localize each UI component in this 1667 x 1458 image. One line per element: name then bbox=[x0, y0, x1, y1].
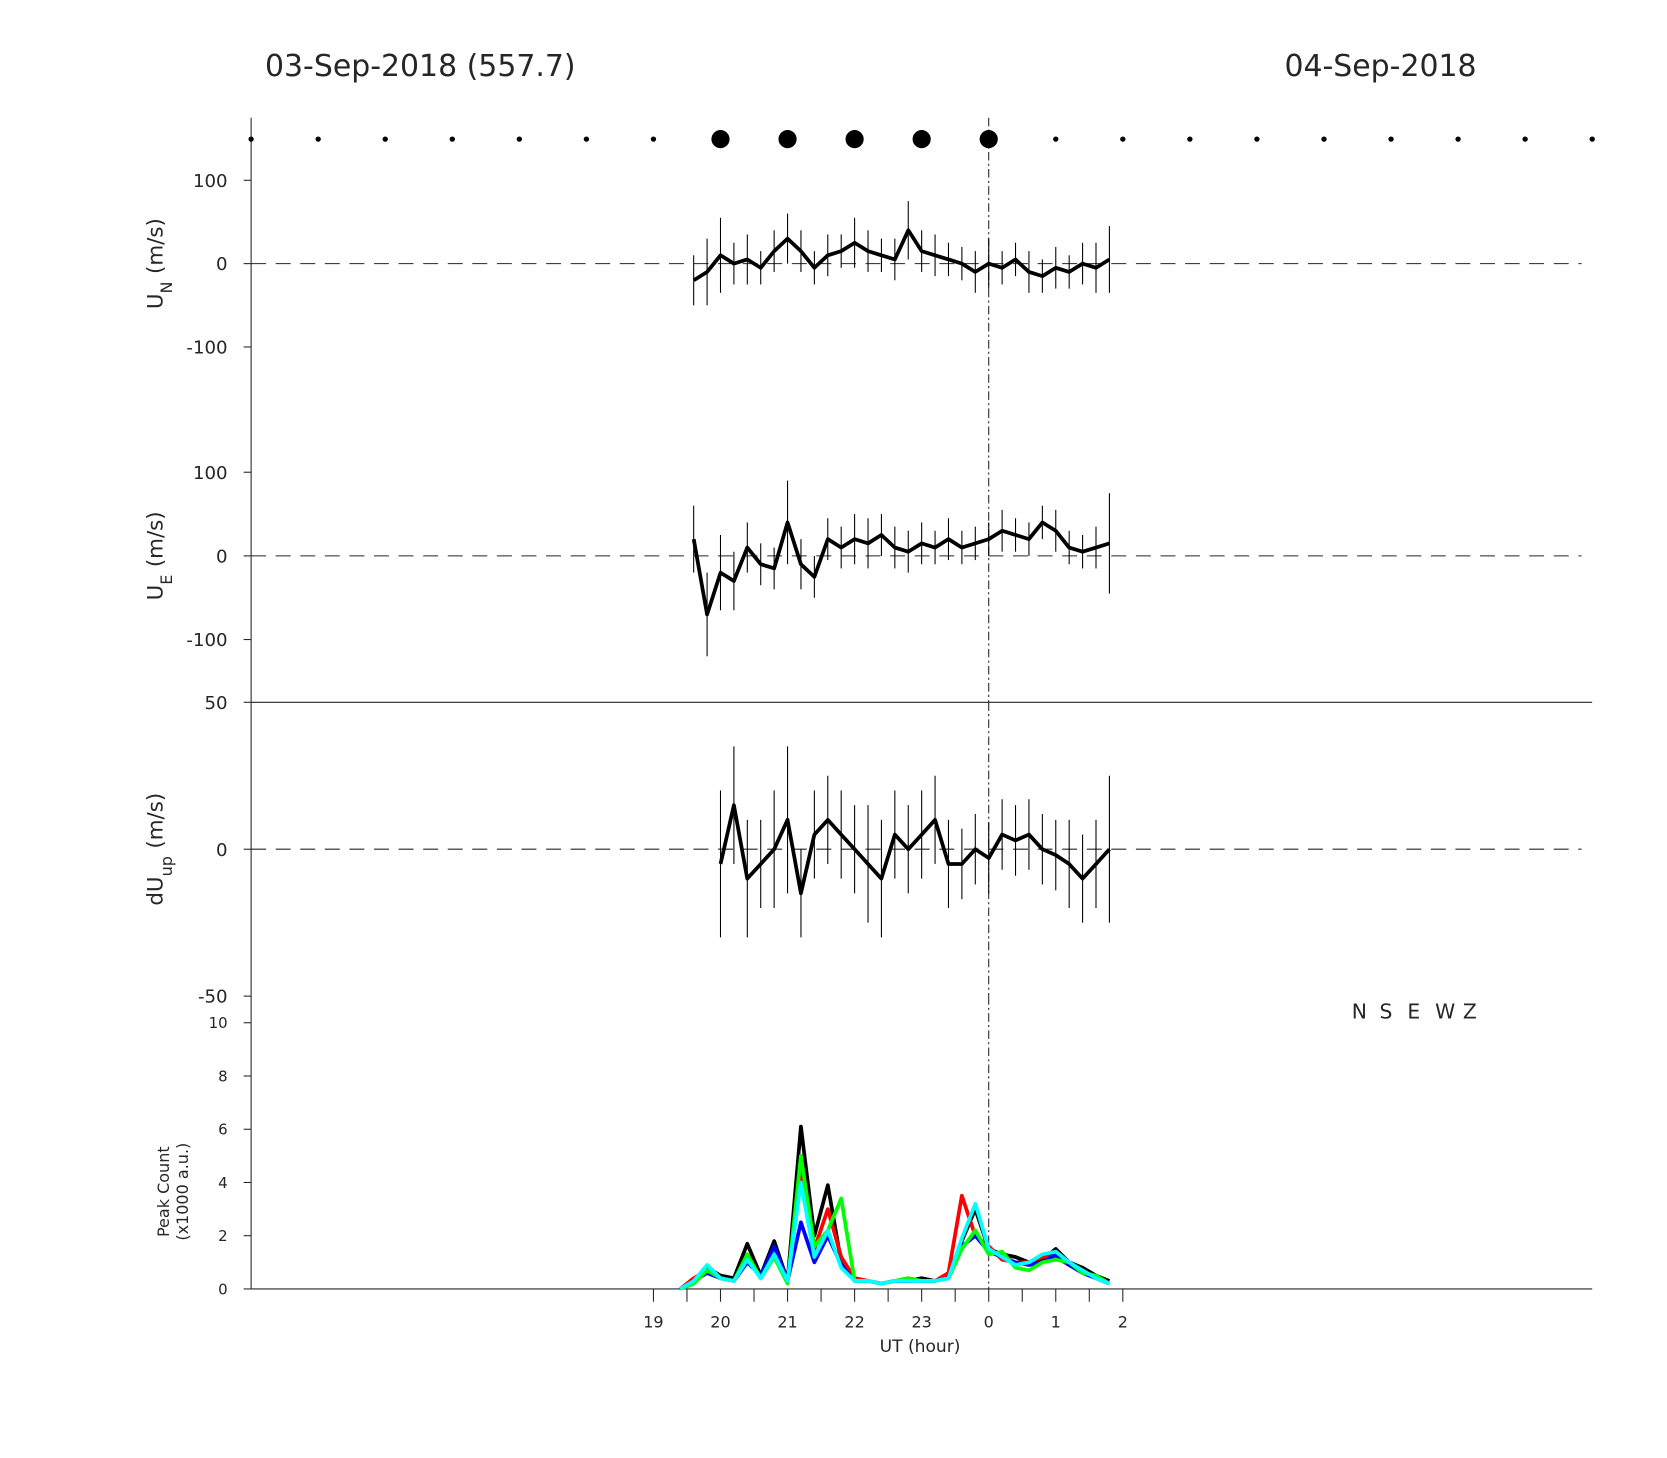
hour-dot bbox=[516, 136, 523, 142]
x-tick-label: 20 bbox=[710, 1312, 730, 1331]
hour-dot-large bbox=[912, 130, 931, 149]
y-label-unit: (m/s) bbox=[143, 511, 168, 567]
hour-dot bbox=[1388, 136, 1394, 142]
hour-dot-large bbox=[711, 130, 730, 149]
y-tick-label: 0 bbox=[216, 840, 228, 861]
legend-entry: Z bbox=[1463, 1000, 1477, 1024]
hour-dot bbox=[1455, 136, 1461, 142]
y-label-sub: N bbox=[157, 281, 176, 293]
x-tick-label: 21 bbox=[777, 1312, 797, 1331]
hour-dot bbox=[1053, 136, 1059, 142]
y-tick-label: 50 bbox=[205, 693, 228, 714]
hour-dot bbox=[1120, 136, 1126, 142]
y-tick-label: 4 bbox=[218, 1174, 228, 1192]
hour-dot bbox=[248, 136, 254, 142]
hour-dot bbox=[1589, 136, 1595, 142]
hour-dot-large bbox=[845, 130, 864, 149]
hour-dot bbox=[583, 136, 590, 142]
y-tick-label: 0 bbox=[218, 1280, 228, 1298]
hour-dot bbox=[1254, 136, 1260, 142]
legend-entry: E bbox=[1407, 1000, 1420, 1024]
x-tick-label: 19 bbox=[643, 1312, 663, 1331]
y-axis-label: Peak Count bbox=[154, 1146, 173, 1237]
y-label-unit: (m/s) bbox=[143, 218, 168, 274]
data-line bbox=[679, 1180, 1111, 1291]
y-tick-label: -100 bbox=[186, 338, 227, 359]
x-tick-label: 0 bbox=[984, 1312, 994, 1331]
y-tick-label: 0 bbox=[216, 546, 228, 567]
data-line bbox=[692, 228, 1111, 282]
y-tick-label: -50 bbox=[198, 987, 228, 1008]
x-tick-label: 1 bbox=[1051, 1312, 1061, 1331]
data-line bbox=[718, 803, 1111, 896]
y-tick-label: 2 bbox=[218, 1227, 228, 1245]
y-tick-label: 6 bbox=[218, 1121, 228, 1139]
data-line bbox=[691, 520, 1110, 617]
y-tick-label: -100 bbox=[186, 630, 227, 651]
y-axis-label: dUup (m/s) bbox=[143, 793, 176, 906]
hour-dot bbox=[1522, 136, 1528, 142]
y-axis-label: UE (m/s) bbox=[143, 511, 176, 600]
title-right: 04-Sep-2018 bbox=[1284, 49, 1476, 84]
hour-dot bbox=[1321, 136, 1327, 142]
hour-dot bbox=[315, 136, 321, 142]
y-tick-label: 10 bbox=[209, 1014, 228, 1032]
y-tick-label: 100 bbox=[193, 171, 228, 192]
legend-entry: S bbox=[1380, 1000, 1393, 1024]
y-label-main: U bbox=[143, 585, 168, 601]
y-tick-label: 100 bbox=[193, 463, 228, 484]
legend-entry: N bbox=[1352, 1000, 1367, 1024]
x-tick-label: 22 bbox=[844, 1312, 864, 1331]
hour-dot bbox=[1187, 136, 1193, 142]
y-label-unit: (m/s) bbox=[143, 793, 168, 849]
y-axis-label: (x1000 a.u.) bbox=[173, 1143, 192, 1241]
y-tick-label: 8 bbox=[218, 1067, 228, 1085]
legend-entry: W bbox=[1435, 1000, 1455, 1024]
x-tick-label: 23 bbox=[911, 1312, 931, 1331]
y-label-sub: up bbox=[157, 856, 176, 876]
y-label-main: dU bbox=[143, 876, 168, 905]
hour-dot bbox=[650, 136, 657, 142]
y-axis-label: UN (m/s) bbox=[143, 218, 176, 309]
y-label-sub: E bbox=[157, 575, 176, 585]
hour-dot bbox=[382, 136, 388, 142]
hour-dot bbox=[449, 136, 455, 142]
x-tick-label: 2 bbox=[1118, 1312, 1128, 1331]
title: 03-Sep-2018 (557.7) bbox=[265, 49, 576, 84]
y-label-main: U bbox=[143, 293, 168, 309]
y-tick-label: 0 bbox=[216, 254, 228, 275]
x-axis-label: UT (hour) bbox=[880, 1337, 961, 1357]
hour-dot-large bbox=[778, 130, 797, 149]
hour-dot-large bbox=[979, 130, 998, 149]
